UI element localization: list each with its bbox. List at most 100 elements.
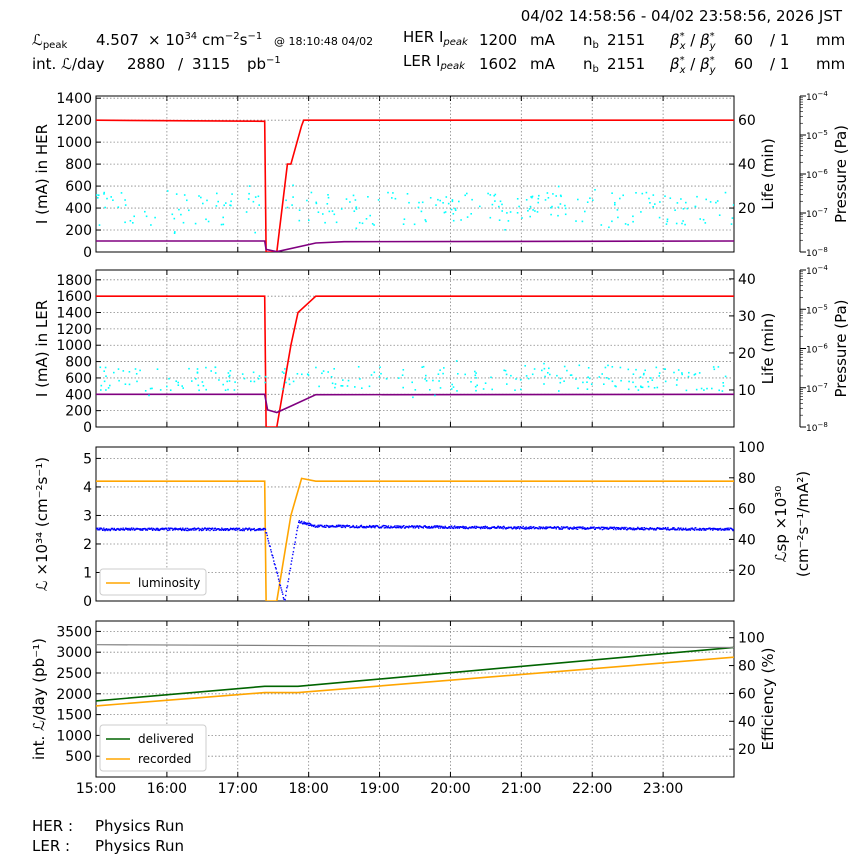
pressure-point	[506, 212, 508, 214]
ler-ipeak-unit: mA	[530, 55, 556, 73]
pressure-point	[530, 196, 532, 198]
specific-point	[201, 529, 203, 532]
specific-point	[352, 524, 354, 527]
pressure-point	[619, 197, 621, 200]
specific-point	[599, 528, 602, 530]
pressure-point	[342, 379, 344, 381]
pressure-point	[586, 201, 589, 203]
pressure-point	[347, 379, 350, 382]
pressure-point	[420, 210, 423, 213]
pressure-point	[640, 385, 642, 388]
pressure-point	[206, 199, 208, 202]
pressure-point	[322, 213, 324, 215]
specific-point	[558, 527, 560, 529]
specific-point	[479, 526, 481, 529]
pressure-point	[379, 366, 381, 368]
pressure-point	[202, 385, 205, 387]
specific-point	[215, 529, 218, 531]
specific-point	[658, 527, 660, 529]
series-group	[96, 295, 734, 427]
specific-point	[606, 526, 608, 529]
pressure-point	[234, 381, 236, 383]
y2-tick-label: 60	[738, 502, 756, 518]
specific-point	[372, 526, 374, 528]
specific-point	[562, 527, 564, 529]
pressure-point	[254, 231, 256, 234]
footer: HER : Physics Run LER : Physics Run	[32, 817, 184, 855]
specific-point	[179, 528, 181, 531]
pressure-point	[704, 222, 707, 224]
specific-point	[248, 527, 251, 529]
pressure-point	[588, 377, 591, 380]
specific-point	[303, 521, 305, 523]
pressure-point	[608, 226, 610, 229]
pressure-point	[359, 378, 361, 380]
specific-point	[126, 527, 129, 530]
pressure-point	[525, 199, 528, 201]
y2-tick-label: 20	[738, 346, 756, 362]
pressure-point	[197, 384, 200, 387]
pressure-point	[722, 382, 724, 384]
pressure-point	[645, 191, 648, 194]
specific-point	[306, 523, 308, 526]
pressure-point	[563, 380, 565, 382]
pressure-point	[135, 373, 138, 375]
specific-point	[426, 527, 429, 529]
pressure-point	[254, 196, 257, 198]
y2-axis-label: Life (min)	[759, 313, 777, 385]
specific-point	[430, 527, 432, 529]
pressure-point	[228, 380, 231, 382]
pressure-point	[340, 385, 342, 387]
specific-point	[504, 527, 506, 529]
specific-point	[384, 527, 387, 529]
pressure-point	[642, 373, 645, 376]
pressure-point	[537, 201, 539, 204]
specific-point	[316, 526, 319, 528]
pressure-point	[198, 389, 200, 392]
pressure-point	[451, 383, 453, 386]
specific-point	[674, 529, 676, 531]
specific-point	[146, 529, 149, 531]
lpeak-time: @ 18:10:48 04/02	[274, 35, 373, 48]
pressure-point	[354, 386, 356, 388]
pressure-point	[731, 217, 734, 219]
y-axis-label: I (mA) in LER	[33, 300, 51, 397]
specific-point	[437, 525, 439, 528]
specific-point	[297, 525, 299, 527]
specific-point	[247, 528, 249, 530]
specific-point	[542, 527, 544, 530]
specific-point	[265, 532, 268, 534]
specific-point	[427, 526, 429, 528]
pressure-point	[457, 373, 459, 375]
pressure-point	[627, 388, 630, 391]
pressure-point	[525, 375, 528, 377]
pressure-point	[402, 369, 405, 371]
pressure-point	[521, 217, 523, 219]
specific-point	[718, 529, 720, 531]
specific-point	[719, 527, 722, 530]
pressure-point	[617, 216, 619, 219]
specific-point	[530, 527, 533, 530]
specific-point	[516, 527, 518, 529]
specific-point	[444, 525, 446, 528]
pressure-point	[371, 223, 374, 225]
specific-point	[522, 525, 524, 528]
pressure-point	[543, 367, 546, 370]
pressure-point	[417, 206, 420, 209]
pressure-point	[563, 365, 566, 368]
specific-point	[218, 528, 220, 530]
specific-point	[482, 527, 484, 529]
specific-point	[635, 528, 637, 531]
specific-point	[449, 527, 452, 529]
specific-point	[365, 527, 367, 529]
specific-point	[242, 527, 244, 530]
footer-her-status: Physics Run	[95, 817, 184, 835]
specific-point	[250, 529, 252, 532]
specific-point	[290, 563, 292, 565]
pressure-point	[139, 369, 141, 372]
pressure-point	[454, 209, 457, 211]
specific-point	[592, 527, 595, 529]
specific-point	[276, 572, 279, 575]
